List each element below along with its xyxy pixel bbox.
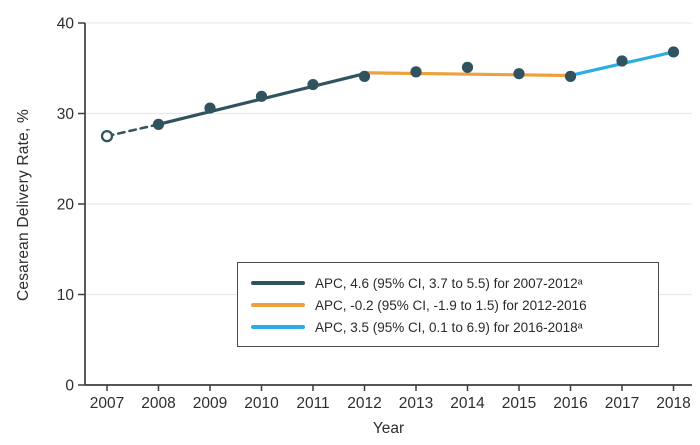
legend-label: APC, 4.6 (95% CI, 3.7 to 5.5) for 2007-2…: [315, 275, 583, 291]
data-point: [152, 118, 165, 130]
x-tick-label: 2008: [141, 395, 175, 412]
y-tick-label: 20: [57, 197, 75, 214]
data-point-open: [100, 129, 114, 143]
y-tick-label: 40: [57, 16, 75, 33]
x-tick-label: 2018: [656, 395, 690, 412]
x-axis-title: Year: [372, 420, 405, 437]
data-point: [667, 46, 680, 58]
legend-label: APC, 3.5 (95% CI, 0.1 to 6.9) for 2016-2…: [315, 319, 583, 335]
legend-entry-apc-2012-2016: APC, -0.2 (95% CI, -1.9 to 1.5) for 2012…: [251, 294, 658, 316]
x-tick-label: 2012: [347, 395, 381, 412]
x-tick-label: 2014: [450, 395, 485, 412]
data-point: [513, 68, 525, 80]
legend-entry-apc-2007-2012: APC, 4.6 (95% CI, 3.7 to 5.5) for 2007-2…: [251, 272, 658, 294]
x-tick-label: 2013: [399, 395, 433, 412]
legend-entry-apc-2016-2018: APC, 3.5 (95% CI, 0.1 to 6.9) for 2016-2…: [251, 316, 658, 338]
y-tick-label: 10: [57, 287, 75, 304]
data-point: [461, 61, 474, 73]
legend-box: APC, 4.6 (95% CI, 3.7 to 5.5) for 2007-2…: [237, 262, 659, 347]
y-tick-label: 30: [57, 106, 75, 123]
data-point: [358, 70, 371, 82]
y-axis-title: Cesarean Delivery Rate, %: [15, 109, 32, 301]
legend-line-swatch-cyan: [251, 325, 305, 329]
data-point: [307, 78, 319, 91]
legend-label: APC, -0.2 (95% CI, -1.9 to 1.5) for 2012…: [315, 297, 587, 313]
y-tick-label: 0: [65, 378, 74, 395]
x-tick-label: 2016: [553, 395, 587, 412]
legend-line-swatch-dark-teal: [251, 281, 305, 285]
x-tick-label: 2017: [605, 395, 639, 412]
x-tick-label: 2011: [296, 395, 329, 412]
data-point: [564, 70, 577, 82]
x-tick-label: 2007: [90, 395, 124, 412]
trend-line-connector-2007-2008: [105, 123, 160, 138]
legend-line-swatch-orange: [251, 303, 305, 307]
x-tick-label: 2010: [244, 395, 279, 412]
x-tick-label: 2015: [502, 395, 536, 412]
trend-line-apc-2012-2016: [362, 71, 573, 78]
data-point: [616, 55, 628, 67]
data-point: [255, 90, 268, 102]
data-point: [410, 66, 422, 78]
x-tick-label: 2009: [193, 395, 227, 412]
data-point: [204, 102, 216, 114]
